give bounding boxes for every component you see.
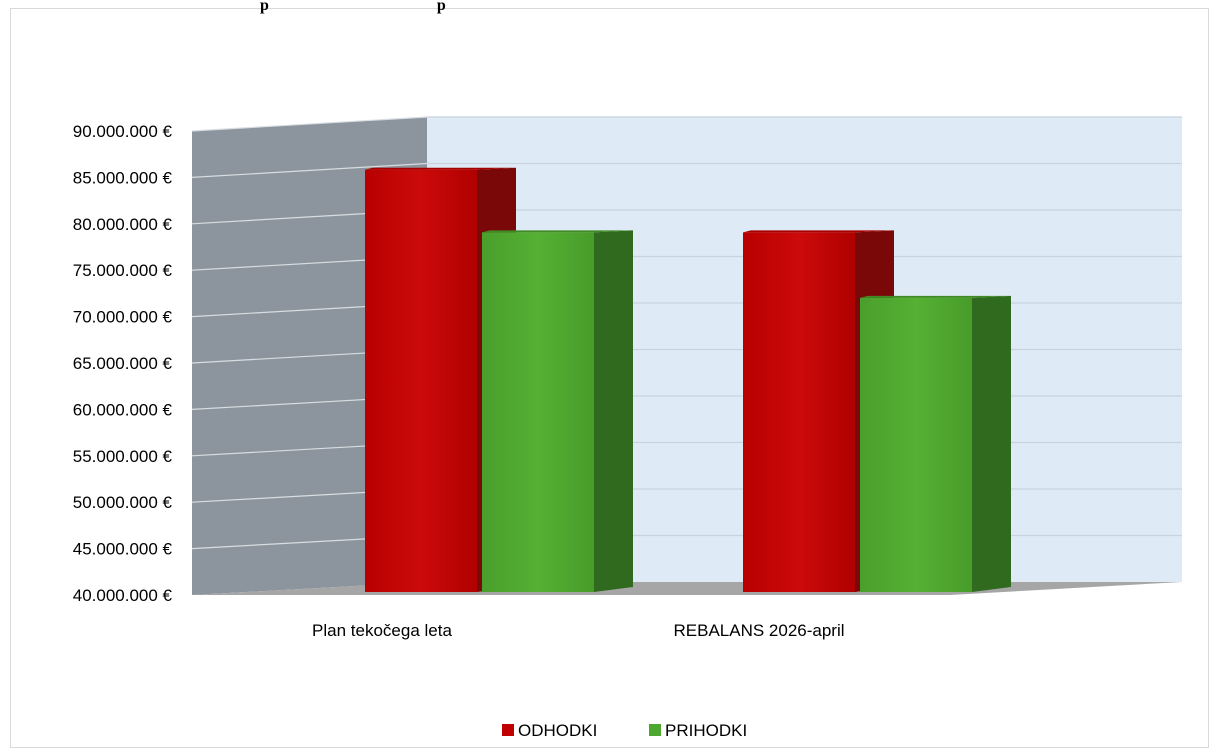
y-tick-label: 45.000.000 € [73,540,173,559]
bars [365,167,1011,593]
bar-front-face [860,297,972,592]
legend: ODHODKI PRIHODKI [502,721,747,740]
legend-label-prihodki: PRIHODKI [665,721,747,740]
bar-prihodki-1 [860,295,1011,592]
y-tick-label: 75.000.000 € [73,261,173,280]
bar-prihodki-0 [482,230,633,593]
y-tick-label: 70.000.000 € [73,308,173,327]
bar-side-face [594,230,633,593]
y-tick-label: 85.000.000 € [73,168,173,187]
x-category-label: REBALANS 2026-april [673,621,844,640]
y-tick-label: 90.000.000 € [73,122,173,141]
bar-top-face [482,230,633,233]
bar-front-face [365,169,477,592]
legend-label-odhodki: ODHODKI [518,721,597,740]
bar-top-face [860,295,1011,298]
bar-top-face [365,167,516,170]
legend-swatch-odhodki [502,724,514,736]
chart-title-fragment: p p [260,0,446,14]
y-axis-tick-labels: 40.000.000 € 45.000.000 € 50.000.000 € 55.0… [73,122,173,605]
bar-front-face [743,232,855,593]
y-tick-label: 80.000.000 € [73,215,173,234]
gridline-side [191,162,428,178]
y-tick-label: 60.000.000 € [73,400,173,419]
bar-top-face [743,230,894,233]
x-category-label: Plan tekočega leta [312,621,452,640]
gridline-side [191,116,428,132]
y-tick-label: 40.000.000 € [73,586,173,605]
y-tick-label: 55.000.000 € [73,447,173,466]
y-tick-label: 65.000.000 € [73,354,173,373]
legend-swatch-prihodki [649,724,661,736]
y-tick-label: 50.000.000 € [73,493,173,512]
chart-walls [192,117,1182,595]
bar-side-face [972,295,1011,592]
x-axis-category-labels: Plan tekočega leta REBALANS 2026-april [312,621,844,640]
bar-front-face [482,232,594,593]
